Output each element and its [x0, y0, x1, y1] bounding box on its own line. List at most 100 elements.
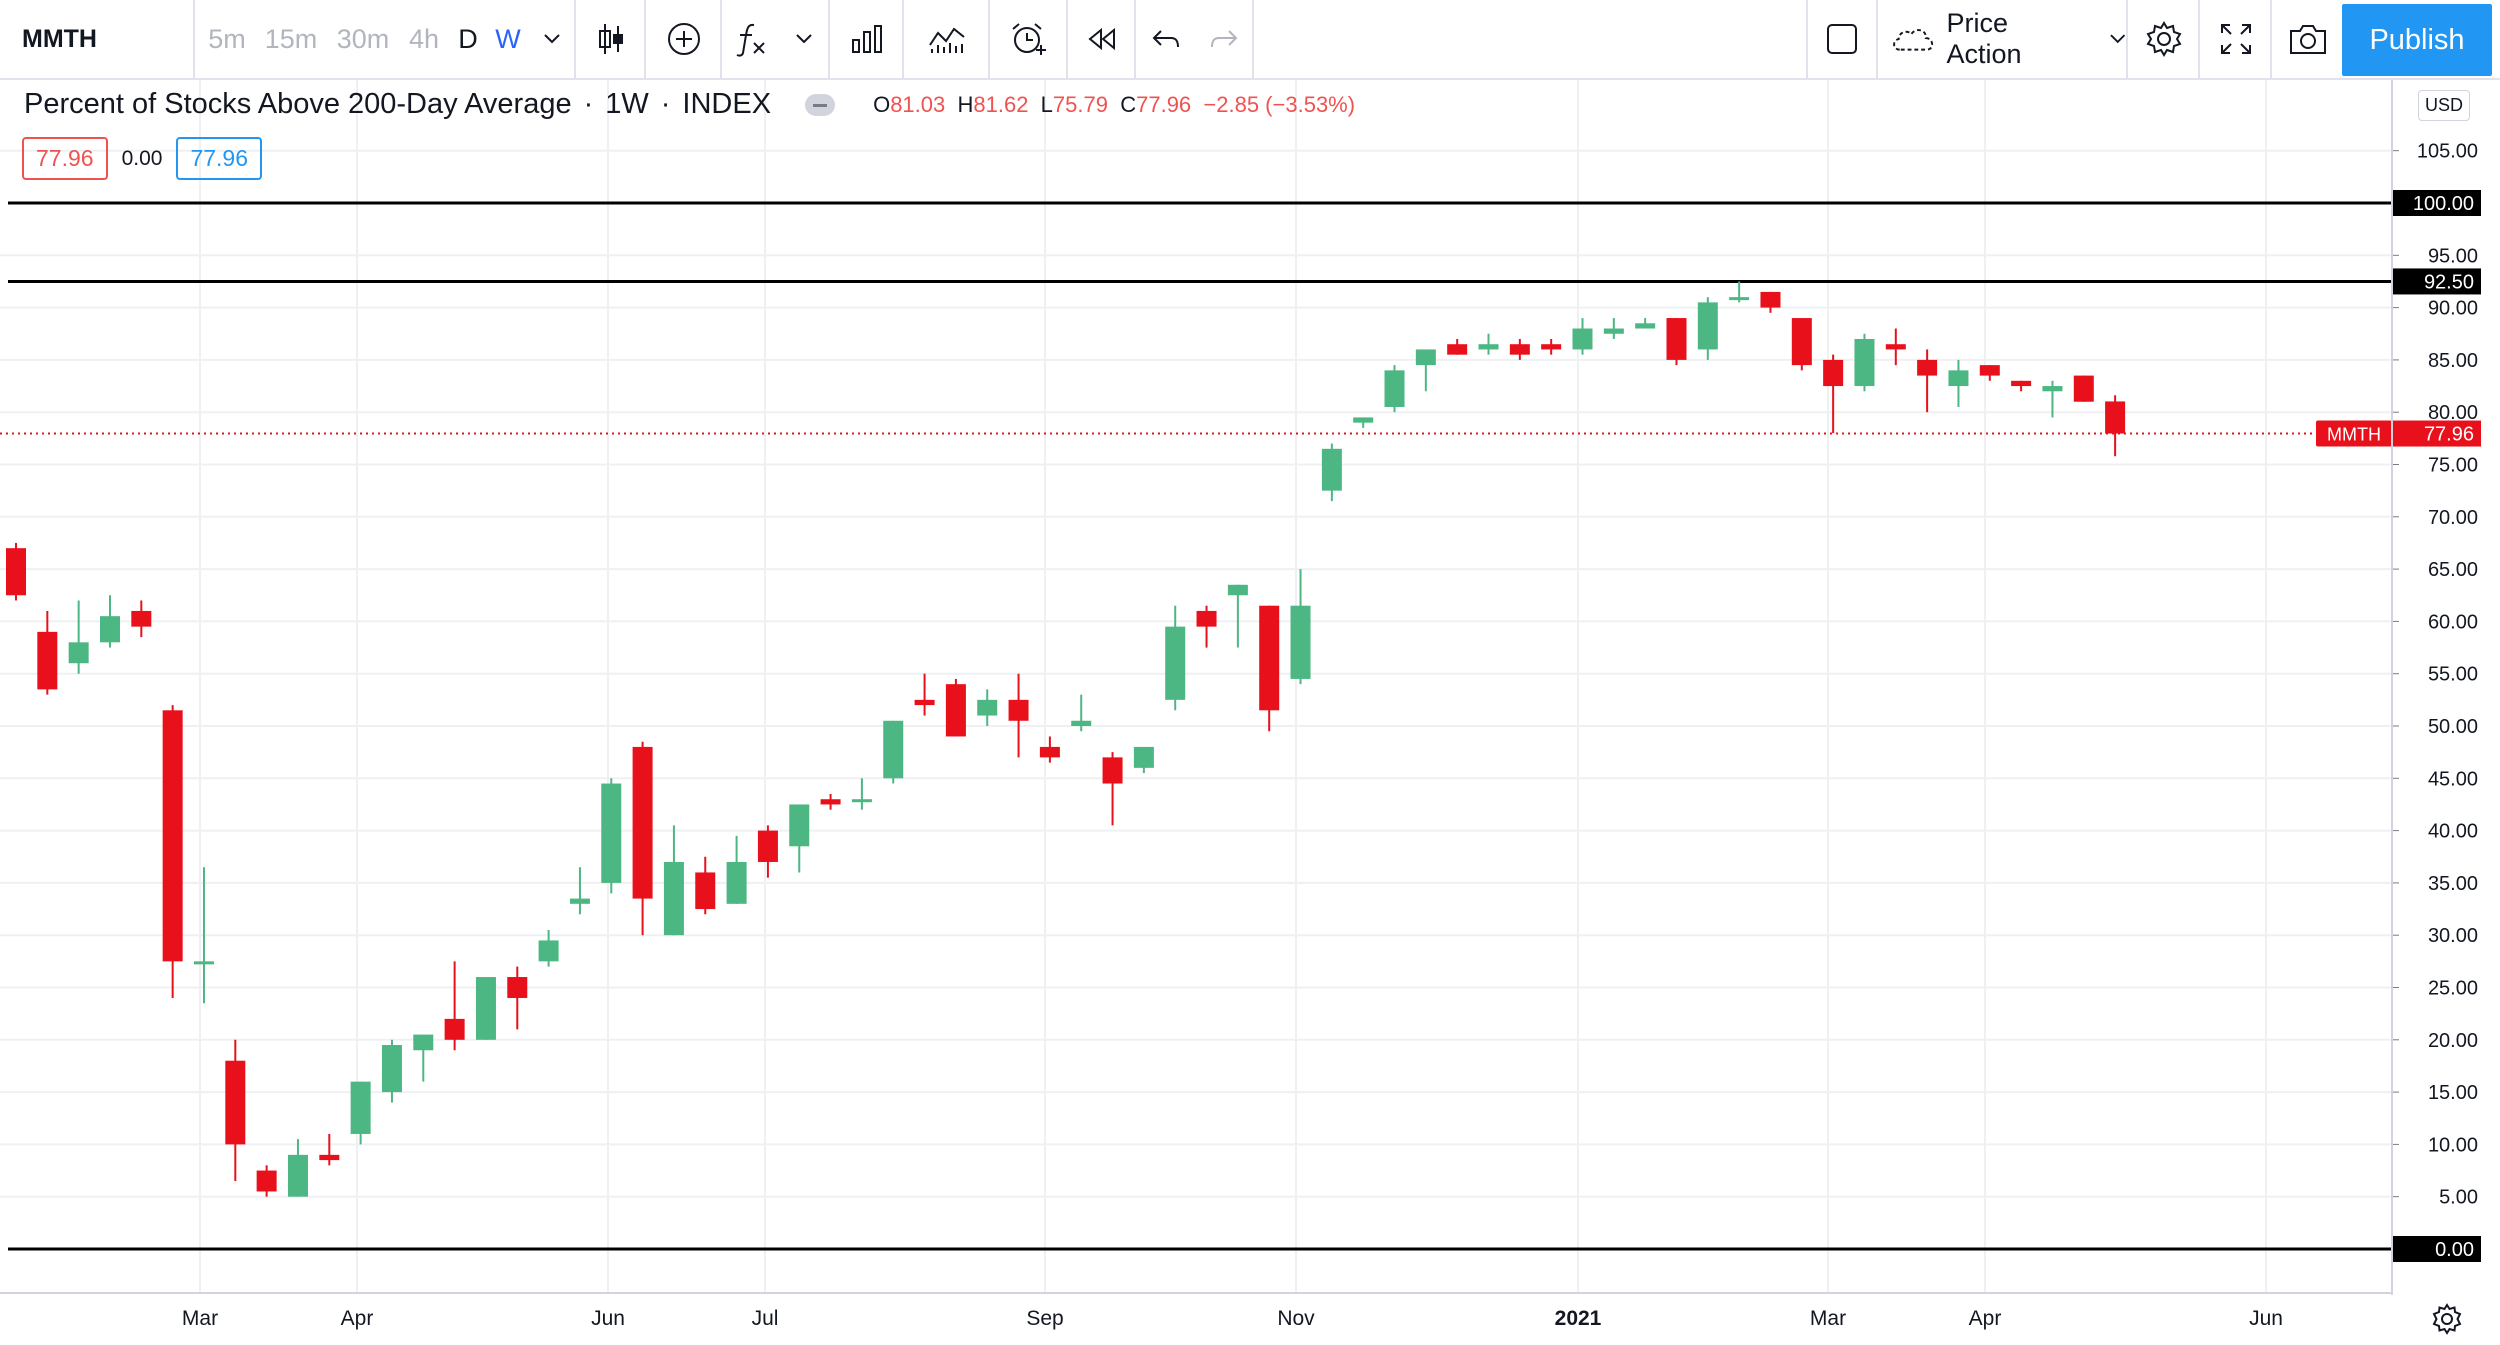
candle [1196, 605, 1217, 648]
time-scale[interactable]: Mar Apr Jun Jul Sep Nov 2021 Mar Apr Jun [182, 1307, 2283, 1330]
candle-body [569, 898, 590, 904]
time-tick-label: Jul [752, 1307, 779, 1330]
gear-icon [2432, 1303, 2462, 1335]
spread-value: 0.00 [121, 146, 163, 170]
candle-body [1603, 328, 1624, 334]
redo-button[interactable] [1196, 0, 1254, 78]
interval-w[interactable]: W [495, 23, 521, 54]
horizontal-lines[interactable] [8, 201, 2391, 1251]
candle [1823, 354, 1844, 434]
undo-icon [1152, 30, 1179, 48]
scale-settings-button[interactable] [2430, 1302, 2464, 1336]
candle [1948, 359, 1969, 407]
candle [1165, 605, 1186, 711]
hline-label-text: 100.00 [2413, 193, 2474, 215]
open-label: O [873, 91, 891, 117]
candle-body [977, 699, 998, 716]
legend-collapse-button[interactable] [805, 93, 836, 116]
compare-chart-button[interactable] [906, 0, 990, 78]
series-interval: 1W [605, 88, 649, 120]
symbol-search-button[interactable]: MMTH [0, 0, 195, 78]
interval-30m[interactable]: 30m [336, 23, 390, 54]
undo-button[interactable] [1138, 0, 1194, 78]
candle-body [1729, 297, 1750, 301]
interval-dropdown-button[interactable] [530, 0, 576, 78]
candle [1541, 338, 1562, 355]
chart-canvas[interactable]: 105.00 95.00 90.00 85.00 80.00 75.00 70.00 65.0… [0, 80, 2500, 1345]
candle-body [1102, 757, 1123, 784]
currency-label[interactable]: USD [2418, 90, 2471, 121]
chart-type-button[interactable] [578, 0, 646, 78]
price-tick-label: 80.00 [2428, 402, 2478, 424]
candle [538, 929, 559, 967]
series-title[interactable]: Percent of Stocks Above 200-Day Average [24, 88, 572, 120]
candle-body [350, 1081, 371, 1134]
candle-body [475, 977, 496, 1040]
candle [977, 689, 998, 726]
alert-button[interactable] [992, 0, 1068, 78]
interval-5m[interactable]: 5m [208, 23, 246, 54]
template-dropdown[interactable]: Price Action [1876, 0, 2128, 78]
price-tick-label: 70.00 [2428, 507, 2478, 529]
replay-button[interactable] [1070, 0, 1136, 78]
compare-symbol-button[interactable] [648, 0, 722, 78]
time-scale-border [0, 1292, 2391, 1294]
candle [1259, 605, 1280, 732]
time-tick-label: Apr [341, 1307, 374, 1330]
candle-body [1321, 448, 1342, 491]
interval-15m[interactable]: 15m [264, 23, 318, 54]
candle [319, 1133, 340, 1166]
candle [2042, 380, 2063, 418]
candle [1039, 736, 1060, 763]
candle-body [1415, 349, 1436, 366]
layout-button[interactable] [1806, 0, 1876, 78]
candle [350, 1081, 371, 1145]
interval-d[interactable]: D [458, 23, 478, 54]
candle [726, 835, 747, 904]
indicators-button[interactable] [726, 0, 776, 78]
grid-lines [0, 80, 2391, 1292]
publish-button[interactable]: Publish [2342, 4, 2492, 76]
redo-icon [1211, 30, 1238, 48]
price-tick-label: 95.00 [2428, 245, 2478, 267]
buy-value[interactable]: 77.96 [176, 137, 262, 180]
candle-body [1039, 746, 1060, 758]
symbol-tag-box [2316, 420, 2392, 447]
chevron-down-icon [544, 34, 560, 44]
fullscreen-button[interactable] [2202, 0, 2272, 78]
hline-price-labels: 100.00 92.50 0.00 [2393, 190, 2481, 1262]
interval-4h[interactable]: 4h [408, 23, 440, 54]
fullscreen-icon [2221, 24, 2251, 54]
indicators-dropdown-button[interactable] [780, 0, 830, 78]
ohlc-values: O81.03 H81.62 L75.79 C77.96 −2.85 (−3.53… [873, 92, 1355, 118]
price-tick-label: 45.00 [2428, 768, 2478, 790]
hline-label-text: 0.00 [2435, 1239, 2474, 1261]
symbol-tag-text: MMTH [2327, 425, 2381, 445]
sell-value[interactable]: 77.96 [22, 137, 108, 180]
price-tick-label: 20.00 [2428, 1030, 2478, 1052]
price-tick-label: 15.00 [2428, 1082, 2478, 1104]
candle [475, 977, 496, 1040]
series-exchange: INDEX [682, 88, 772, 120]
time-tick-label: Sep [1026, 1307, 1063, 1330]
candle [381, 1039, 402, 1103]
price-scale[interactable]: 105.00 95.00 90.00 85.00 80.00 75.00 70.00 65.0… [2391, 141, 2478, 1209]
candle [256, 1165, 277, 1197]
hline-label-box [2393, 190, 2481, 216]
snapshot-button[interactable] [2274, 0, 2342, 78]
settings-button[interactable] [2130, 0, 2200, 78]
candle [569, 867, 590, 915]
financials-button[interactable] [832, 0, 904, 78]
time-tick-label: 2021 [1555, 1307, 1602, 1330]
candle [287, 1139, 308, 1197]
candle-body [663, 861, 684, 936]
time-tick-label: Nov [1277, 1307, 1315, 1330]
candle [1008, 673, 1029, 758]
low-value: 75.79 [1052, 91, 1108, 117]
price-tick-label: 105.00 [2417, 141, 2478, 163]
price-tick-label: 40.00 [2428, 821, 2478, 843]
time-tick-label: Jun [591, 1307, 625, 1330]
last-price-text: 77.96 [2424, 424, 2474, 446]
candle [663, 825, 684, 936]
line-chart-icon [929, 27, 965, 53]
